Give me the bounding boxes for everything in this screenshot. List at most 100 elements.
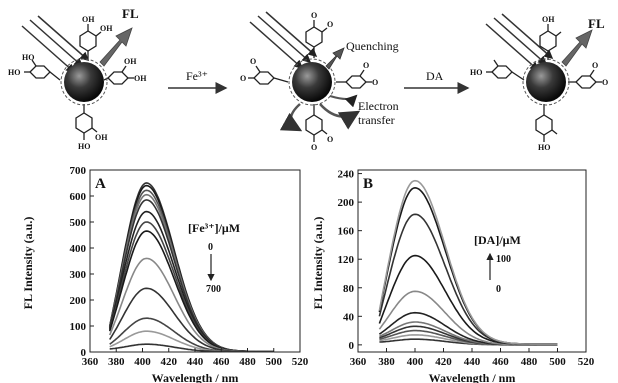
x-tick-label: 420 (435, 356, 452, 368)
quenching-label: Quenching (346, 39, 399, 53)
electron-label: Electron (358, 99, 399, 113)
o-label: O (240, 74, 246, 83)
spectrum-line (378, 179, 558, 345)
y-axis-ticks: 0 100 200 300 400 500 600 700 (70, 165, 94, 359)
electron-transfer-arrow (329, 94, 358, 108)
y-tick-label: 600 (70, 191, 87, 203)
ho-label: HO (8, 68, 20, 77)
oh-label: OH (124, 57, 137, 66)
o-label: O (327, 135, 333, 144)
x-tick-label: 440 (187, 356, 204, 368)
transfer-label: transfer (358, 113, 395, 127)
excitation-lines-middle (249, 11, 318, 69)
x-tick-label: 520 (578, 356, 595, 368)
fl-label-right: FL (588, 16, 605, 31)
quinone-ring-bottom (305, 104, 328, 142)
o-label: O (327, 20, 333, 29)
spectrum-line (109, 343, 274, 353)
catechol-ring-right (103, 65, 134, 85)
fluorescence-arrow (561, 29, 593, 67)
ho-label: HO (470, 68, 482, 77)
da-label: DA (426, 69, 444, 83)
legend-start: 0 (208, 242, 213, 253)
catechol-ring-top (539, 24, 562, 60)
spectra-curves (378, 179, 558, 346)
y-tick-label: 400 (70, 243, 87, 255)
x-tick-label: 500 (266, 356, 283, 368)
x-tick-label: 400 (134, 356, 151, 368)
oh-label: OH (82, 15, 95, 24)
o-label: O (592, 61, 598, 70)
y-tick-label: 0 (349, 340, 355, 352)
nanoparticle-sphere (64, 62, 104, 102)
y-axis-ticks: 0 40 80 120 160 200 240 (338, 169, 362, 352)
x-tick-label: 360 (350, 356, 367, 368)
catechol-ring-bottom (535, 104, 558, 142)
y-tick-label: 200 (338, 197, 355, 209)
nanoparticle-sphere (526, 62, 566, 102)
oh-label: OH (134, 74, 147, 83)
catechol-ring-top (79, 24, 102, 60)
electron-transfer-arrow (319, 103, 361, 130)
legend-start: 0 (496, 284, 501, 295)
quinone-ring-left (248, 65, 289, 85)
legend-title: [Fe³⁺]/μM (188, 221, 240, 235)
panel-label: B (363, 176, 373, 192)
y-tick-label: 700 (70, 165, 87, 177)
o-label: O (311, 11, 317, 20)
oh-label: OH (100, 24, 113, 33)
x-tick-label: 500 (549, 356, 566, 368)
particle-shell (60, 58, 108, 106)
particle-fluorescent-left: OH OH HO HO OH OH (8, 6, 147, 151)
excitation-lines-right (485, 13, 554, 71)
panel-label: A (95, 176, 106, 192)
y-axis-label: FL Intensity (a.u.) (311, 217, 325, 310)
x-tick-label: 400 (407, 356, 424, 368)
o-label: O (363, 61, 369, 70)
ho-label: HO (78, 142, 90, 151)
o-label: O (602, 78, 608, 87)
x-axis-ticks: 360 380 400 420 440 460 480 500 520 (350, 348, 595, 368)
y-tick-label: 80 (343, 283, 355, 295)
x-axis-label: Wavelength / nm (429, 371, 516, 383)
quinone-ring-right (336, 69, 372, 89)
chart-panel-b: 360 380 400 420 440 460 480 500 520 0 40 80 120 160 2… (311, 169, 595, 383)
ho-label: HO (22, 53, 34, 62)
x-tick-label: 520 (292, 356, 309, 368)
x-tick-label: 460 (213, 356, 230, 368)
oh-label: OH (542, 15, 555, 24)
y-tick-label: 160 (338, 226, 355, 238)
legend-end: 700 (206, 284, 221, 295)
y-tick-label: 40 (343, 311, 355, 323)
particle-quenched-middle: O O O O O O (240, 11, 399, 152)
spectrum-line (378, 213, 558, 345)
fe-label: Fe³⁺ (186, 69, 208, 83)
ho-label: HO (538, 143, 550, 152)
y-tick-label: 200 (70, 295, 87, 307)
x-tick-label: 440 (464, 356, 481, 368)
reaction-arrow-da: DA (404, 69, 470, 94)
o-label: O (250, 57, 256, 66)
particle-fluorescent-right: OH HO O O HO (470, 13, 608, 152)
spectrum-line (108, 221, 274, 353)
y-tick-label: 0 (81, 347, 87, 359)
y-axis-label: FL Intensity (a.u.) (21, 217, 35, 310)
x-tick-label: 480 (239, 356, 256, 368)
x-tick-label: 480 (521, 356, 538, 368)
x-axis-label: Wavelength / nm (152, 371, 239, 383)
x-tick-label: 360 (82, 356, 99, 368)
x-tick-label: 420 (161, 356, 178, 368)
x-tick-label: 380 (108, 356, 125, 368)
excitation-lines-left (21, 15, 90, 73)
legend-end: 100 (496, 254, 511, 265)
electron-transfer-arrow (279, 103, 303, 132)
quenched-emission-arrow (325, 47, 345, 70)
y-tick-label: 500 (70, 217, 87, 229)
o-label: O (372, 78, 378, 87)
quinone-ring-top (305, 20, 328, 58)
y-tick-label: 120 (338, 254, 355, 266)
spectra-curves (108, 182, 274, 353)
x-tick-label: 460 (492, 356, 509, 368)
chart-panel-a: 360 380 400 420 440 460 480 500 520 0 100 200 300 40… (21, 165, 309, 383)
